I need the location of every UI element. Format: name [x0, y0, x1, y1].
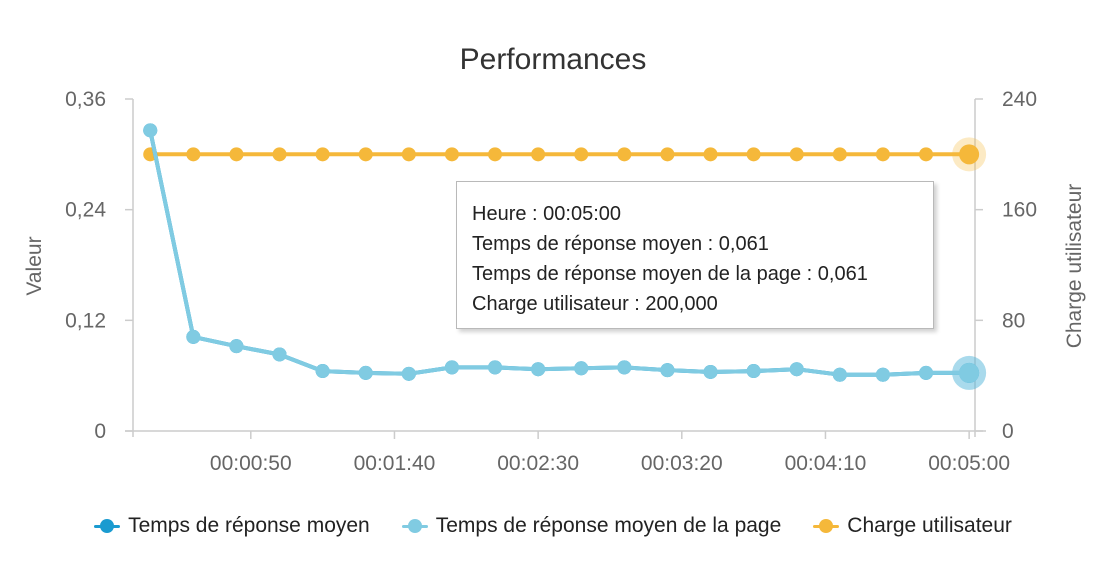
y2-tick-label: 240: [1002, 88, 1037, 111]
tooltip-time: Heure : 00:05:00: [472, 203, 621, 225]
y2-tick-label: 0: [1002, 420, 1014, 443]
data-point: [746, 147, 761, 162]
legend-marker-icon: [401, 519, 428, 533]
data-point-highlighted: [959, 144, 980, 165]
data-point: [315, 364, 330, 379]
y2-tick-label: 80: [1002, 309, 1025, 332]
x-tick-label: 00:01:40: [354, 452, 436, 475]
y-tick-label: 0,12: [65, 309, 106, 332]
legend-label: Temps de réponse moyen de la page: [435, 514, 782, 537]
x-tick-label: 00:00:50: [210, 452, 292, 475]
data-point: [229, 339, 244, 354]
x-tick-label: 00:04:10: [785, 452, 867, 475]
data-point: [574, 147, 589, 162]
legend-item-avg-response[interactable]: Temps de réponse moyen: [94, 514, 370, 538]
x-tick-label: 00:03:20: [641, 452, 723, 475]
y-tick-label: 0: [94, 420, 106, 443]
tooltip-line-page-response: Temps de réponse moyen de la page : 0,06…: [472, 263, 868, 285]
data-point: [703, 364, 718, 379]
data-point: [444, 147, 459, 162]
y-axis-label: Valeur: [23, 236, 46, 295]
data-point: [832, 367, 847, 382]
data-point: [401, 366, 416, 381]
y2-axis-label: Charge utilisateur: [1063, 184, 1086, 349]
data-point: [919, 147, 934, 162]
data-point: [272, 347, 287, 362]
series-line: [148, 128, 972, 377]
tooltip: Heure : 00:05:00 Temps de réponse moyen …: [456, 181, 934, 329]
data-point: [617, 147, 632, 162]
data-point: [660, 147, 675, 162]
data-point: [746, 364, 761, 379]
legend-item-user-load[interactable]: Charge utilisateur: [813, 514, 1012, 538]
data-point: [143, 123, 158, 138]
tooltip-line-user-load: Charge utilisateur : 200,000: [472, 293, 718, 315]
data-point: [531, 147, 546, 162]
data-point: [358, 147, 373, 162]
legend-item-page-response[interactable]: Temps de réponse moyen de la page: [401, 514, 782, 538]
data-point: [444, 360, 459, 375]
data-point: [401, 147, 416, 162]
data-point: [832, 147, 847, 162]
data-point: [617, 360, 632, 375]
legend-label: Temps de réponse moyen: [128, 514, 370, 537]
legend: Temps de réponse moyen Temps de réponse …: [0, 508, 1106, 544]
tooltip-line-avg-response: Temps de réponse moyen : 0,061: [472, 233, 769, 255]
data-point: [488, 147, 503, 162]
data-point: [186, 329, 201, 344]
legend-marker-icon: [813, 519, 840, 533]
data-point-highlighted: [959, 362, 980, 383]
data-point: [703, 147, 718, 162]
data-point: [358, 365, 373, 380]
y-tick-label: 0,24: [65, 199, 106, 222]
data-point: [789, 362, 804, 377]
legend-marker-icon: [94, 519, 121, 533]
data-point: [789, 147, 804, 162]
data-point: [660, 363, 675, 378]
data-point: [229, 147, 244, 162]
data-point: [574, 361, 589, 376]
data-point: [488, 360, 503, 375]
data-point: [875, 147, 890, 162]
data-point: [186, 147, 201, 162]
x-tick-label: 00:05:00: [928, 452, 1010, 475]
chart-title: Performances: [460, 43, 647, 76]
data-point: [272, 147, 287, 162]
data-point: [875, 367, 890, 382]
x-tick-label: 00:02:30: [497, 452, 579, 475]
y-tick-label: 0,36: [65, 88, 106, 111]
legend-label: Charge utilisateur: [847, 514, 1012, 537]
data-point: [919, 365, 934, 380]
data-point: [315, 147, 330, 162]
data-point: [531, 362, 546, 377]
y2-tick-label: 160: [1002, 199, 1037, 222]
